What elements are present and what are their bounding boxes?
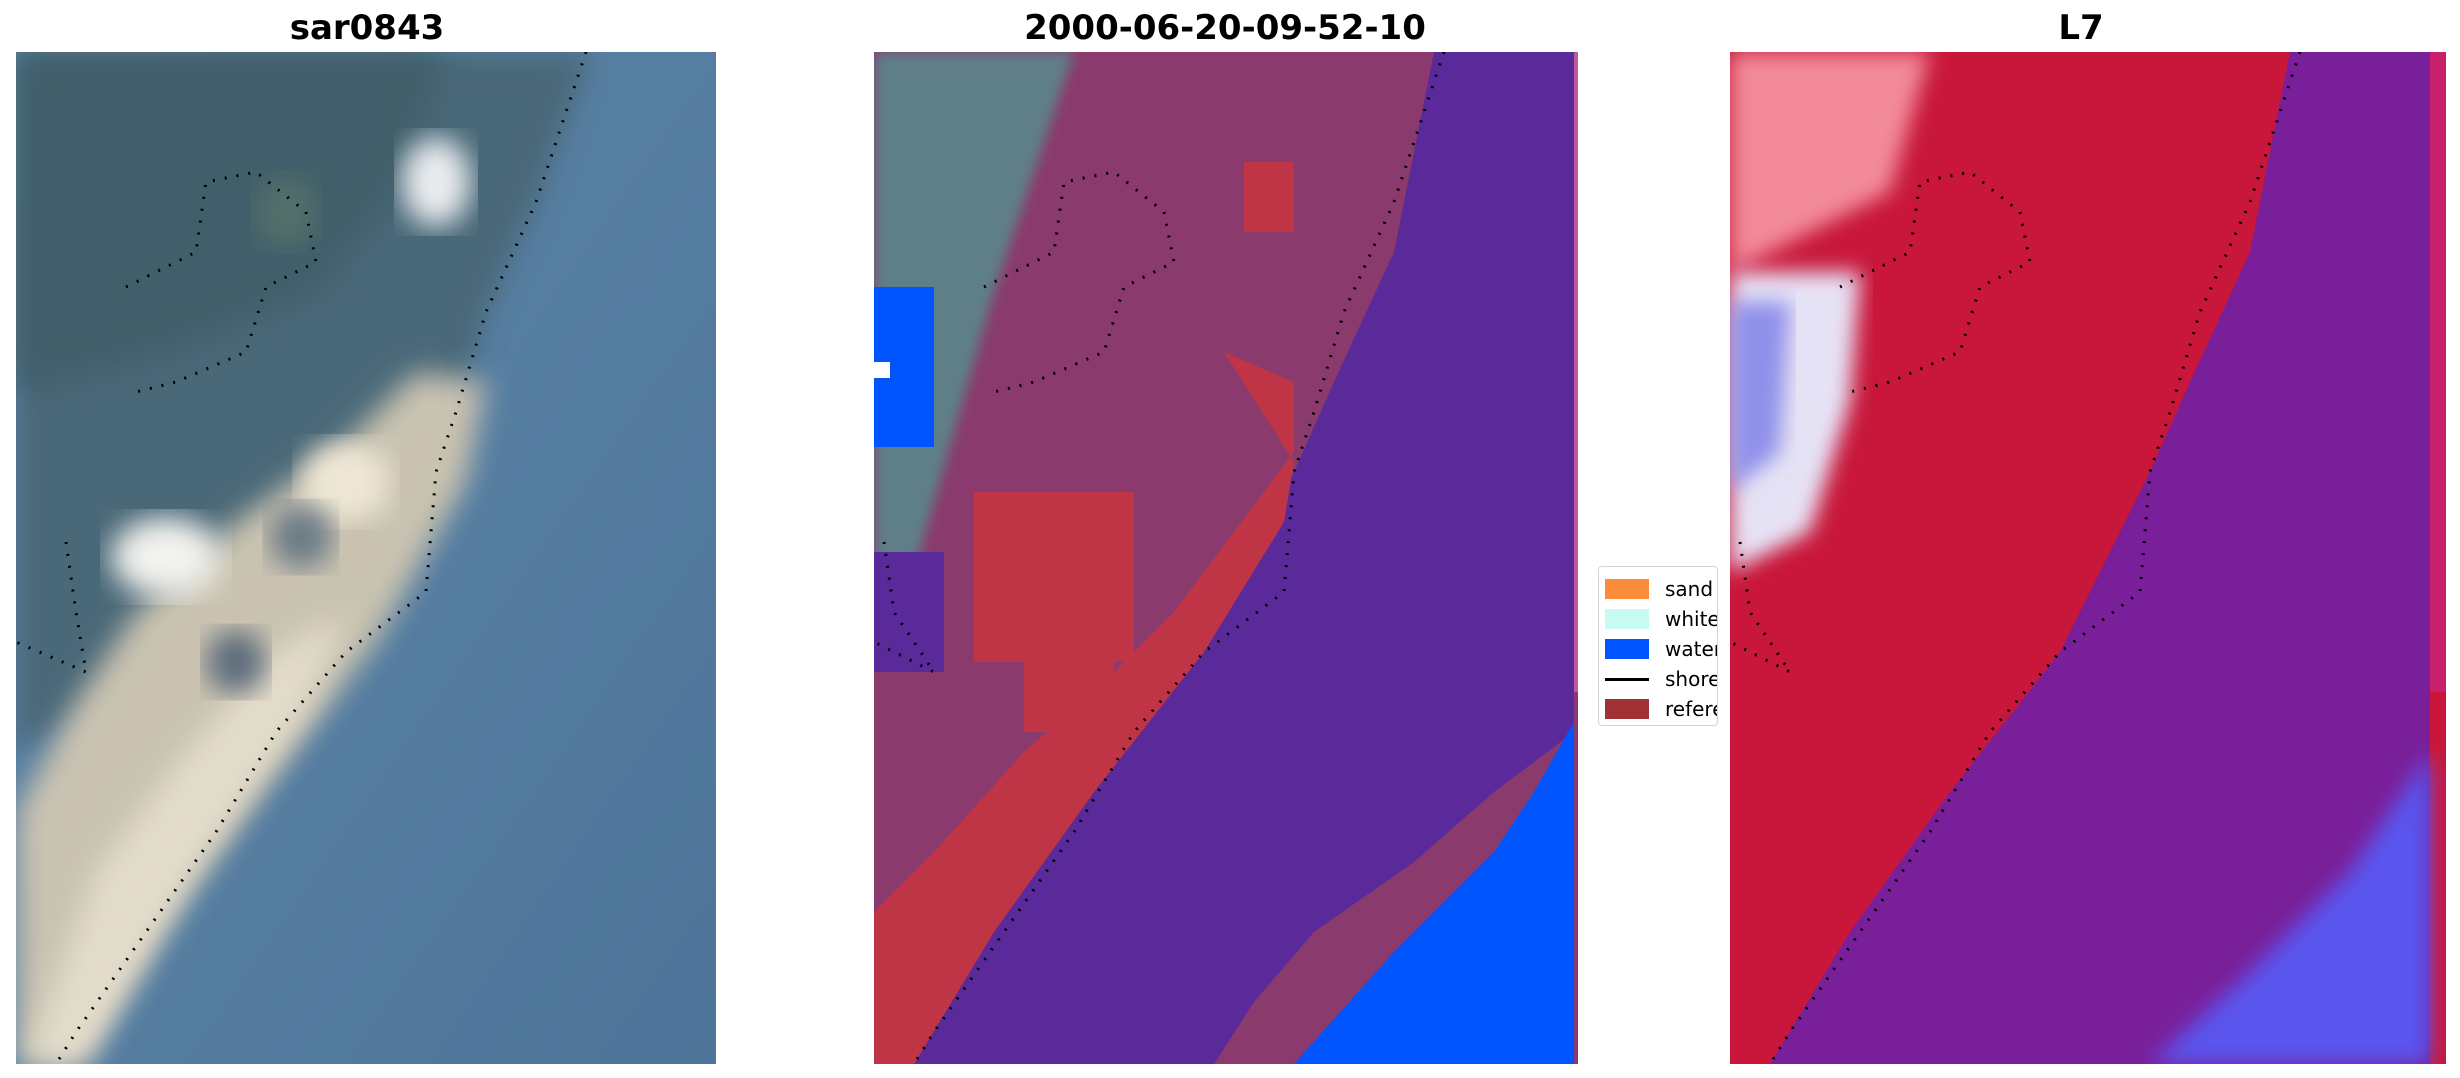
legend-swatch-whitewater xyxy=(1605,609,1649,629)
panel-title-middle: 2000-06-20-09-52-10 xyxy=(1024,8,1426,48)
legend-label-water: water xyxy=(1665,637,1718,661)
legend-item-water: water xyxy=(1605,635,1718,663)
legend-swatch-sand xyxy=(1605,579,1649,599)
legend-label-sand: sand xyxy=(1665,577,1714,601)
panel-title-left: sar0843 xyxy=(289,8,445,48)
legend-item-sand: sand xyxy=(1605,575,1713,603)
legend-item-reference: reference xyxy=(1605,695,1717,723)
index-map-image xyxy=(1730,52,2446,1064)
legend-item-shoreline: shoreline xyxy=(1605,665,1717,693)
classified-image xyxy=(874,52,1578,1064)
legend-swatch-reference xyxy=(1605,699,1649,719)
rgb-satellite-image xyxy=(16,52,716,1064)
panel-title-right: L7 xyxy=(2058,8,2104,48)
legend-line-shoreline xyxy=(1605,677,1649,681)
legend-label-shoreline: shoreline xyxy=(1665,667,1717,691)
legend-swatch-water xyxy=(1605,639,1649,659)
legend-label-reference: reference xyxy=(1665,697,1717,721)
